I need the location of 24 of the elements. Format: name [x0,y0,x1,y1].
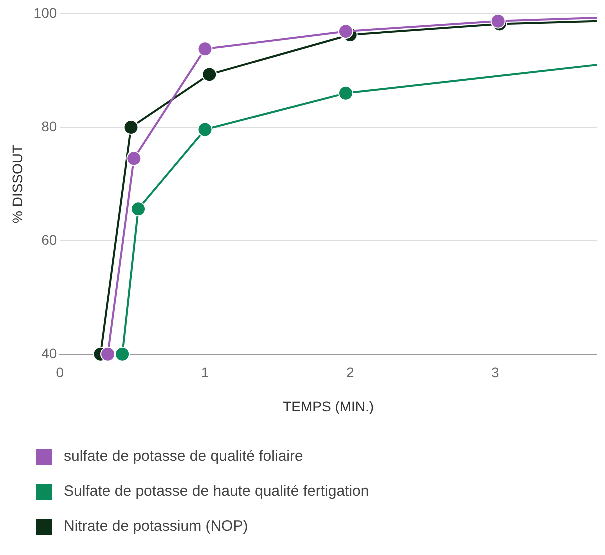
point [338,24,354,40]
point [131,202,146,217]
legend-label: Nitrate de potassium (NOP) [64,518,248,535]
point [198,122,213,138]
y-tick-label: 80 [42,118,58,134]
point [202,67,218,82]
legend-label: sulfate de potasse de qualité foliaire [64,448,304,465]
legend-label: Sulfate de potasse de haute qualité fertigation [64,483,370,500]
y-tick-label: 40 [42,345,58,362]
point [198,42,213,57]
x-axis-title: TEMPS (MIN.) [283,398,374,414]
point [100,346,116,362]
y-axis-title: % DISSOUT [9,144,26,224]
y-tick-label: 100 [34,4,58,21]
point [126,151,142,166]
point [115,346,130,362]
x-tick-label: 0 [56,364,64,381]
x-tick-label: 1 [201,364,210,381]
x-tick-label: 3 [492,364,500,381]
point [338,86,354,101]
point [490,14,506,29]
x-tick-label: 2 [346,364,354,381]
point [124,120,139,135]
y-tick-label: 60 [42,232,58,248]
